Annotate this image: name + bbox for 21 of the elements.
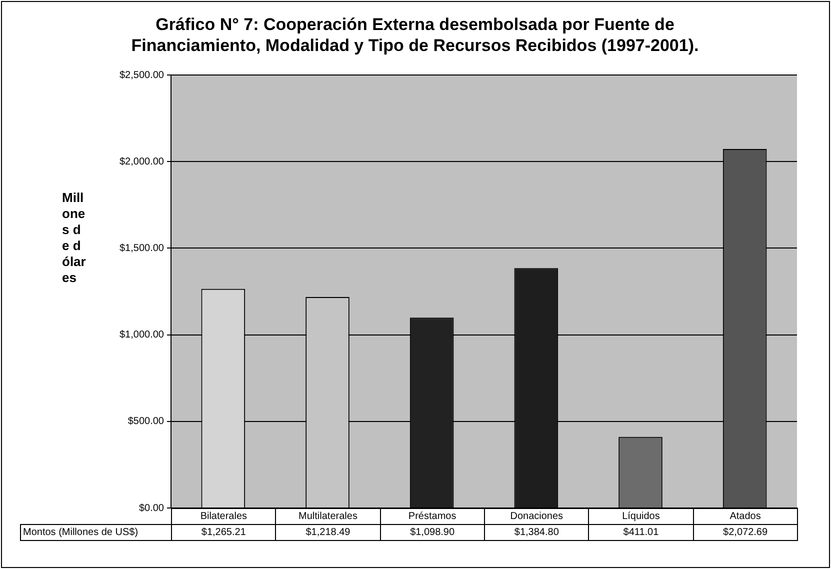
x-tick-label: Bilaterales <box>172 508 276 524</box>
x-tick-label: Préstamos <box>380 508 484 524</box>
y-axis-title: Millones de dólares <box>62 190 86 286</box>
x-tick-label: Atados <box>693 508 798 524</box>
data-label: $1,384.80 <box>484 524 589 540</box>
data-label: $1,098.90 <box>380 524 484 540</box>
y-tick-label: $2,000.00 <box>120 156 164 168</box>
chart-title: Gráfico N° 7: Cooperación Externa desembolsada por Fuente de Financiamiento, Modalidad y Tipo de Recursos Recibidos (1997-2001). <box>130 14 700 56</box>
y-tick-label: $1,500.00 <box>120 242 164 254</box>
y-tick-label: $500.00 <box>128 416 164 428</box>
data-label: $411.01 <box>588 524 694 540</box>
x-tick-label: Multilaterales <box>276 508 380 524</box>
data-label: $1,218.49 <box>276 524 380 540</box>
data-label: $2,072.69 <box>693 524 798 540</box>
y-tick-label: $0.00 <box>138 502 164 514</box>
text: Montos (Millones de US$) <box>20 524 172 540</box>
x-tick-label: Líquidos <box>588 508 694 524</box>
data-label: $1,265.21 <box>172 524 276 540</box>
y-tick-label: $1,000.00 <box>120 330 164 341</box>
y-tick-label: $2,500.00 <box>120 70 164 81</box>
x-tick-label: Donaciones <box>484 508 589 524</box>
